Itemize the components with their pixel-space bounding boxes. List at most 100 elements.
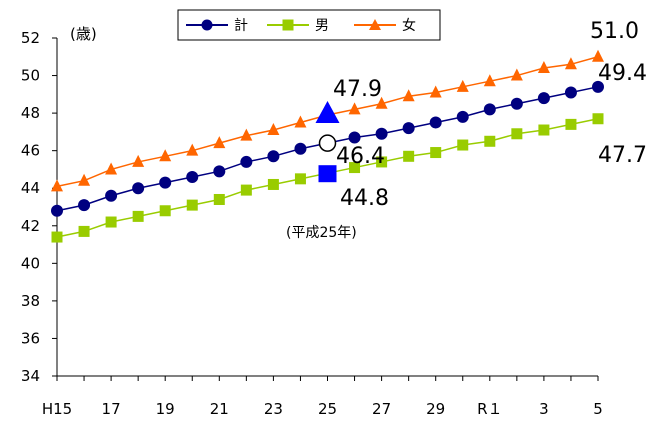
annotation-r5-female: 51.0 <box>590 19 639 44</box>
data-point-male <box>78 225 90 237</box>
data-point-female <box>213 136 226 149</box>
y-tick-label: 46 <box>21 142 40 160</box>
data-point-total <box>51 204 63 217</box>
x-tick-label: 17 <box>102 400 121 418</box>
legend-marker-female <box>369 19 381 30</box>
data-point-total <box>213 165 226 178</box>
data-point-female <box>159 149 172 162</box>
data-point-total <box>78 199 91 212</box>
data-point-female <box>456 79 469 92</box>
legend-label-male: 男 <box>315 18 329 34</box>
y-tick-label: 52 <box>21 29 40 47</box>
data-point-male <box>349 162 361 174</box>
data-point-male <box>240 184 252 196</box>
data-point-male <box>294 173 306 185</box>
data-point-male <box>565 118 577 130</box>
data-point-male <box>213 193 225 205</box>
legend-marker-male <box>282 19 294 31</box>
data-point-male <box>457 139 469 151</box>
legend-label-female: 女 <box>402 17 416 34</box>
data-point-female <box>51 179 63 192</box>
data-point-female <box>348 102 361 115</box>
x-tick-label: H15 <box>42 400 72 418</box>
legend: 計 男 女 <box>177 9 441 41</box>
legend-item-male: 男 <box>267 18 329 34</box>
x-tick-label: 25 <box>318 400 337 418</box>
data-point-total <box>564 86 577 99</box>
y-tick-label: 48 <box>21 104 40 122</box>
data-point-female <box>510 68 523 81</box>
y-tick-label: 42 <box>21 217 40 235</box>
data-point-male <box>511 128 523 140</box>
data-point-male <box>592 113 604 125</box>
data-point-total <box>159 176 172 189</box>
series-male <box>51 113 604 243</box>
data-point-male <box>51 231 63 243</box>
x-tick-label: 21 <box>210 400 229 418</box>
data-point-female <box>105 162 118 175</box>
highlight-point-male <box>318 165 337 183</box>
x-tick-label: 29 <box>426 400 445 418</box>
data-point-female <box>402 89 415 102</box>
data-point-male <box>267 178 279 190</box>
highlight-markers <box>315 100 340 183</box>
data-point-female <box>592 49 604 62</box>
x-axis-ticks: H15 17 19 21 23 25 27 29 R１ 3 5 <box>42 376 603 418</box>
data-point-female <box>564 57 577 70</box>
data-point-total <box>294 142 307 155</box>
data-point-total <box>375 127 388 140</box>
data-point-male <box>430 147 442 159</box>
axes <box>56 38 598 377</box>
data-point-female <box>78 173 91 186</box>
data-point-male <box>132 210 144 222</box>
legend-item-total: 計 <box>186 18 248 34</box>
legend-marker-total <box>201 19 213 31</box>
x-tick-label: 5 <box>593 400 603 418</box>
y-axis-ticks: 34 36 38 40 42 44 46 48 50 52 <box>21 29 57 385</box>
data-point-total <box>483 103 496 116</box>
data-point-male <box>159 205 171 217</box>
x-tick-label: 19 <box>156 400 175 418</box>
annotation-h25-male: 44.8 <box>340 186 389 211</box>
data-point-female <box>294 115 307 128</box>
data-point-male <box>105 216 117 228</box>
highlight-point-total <box>318 134 337 152</box>
data-point-total <box>429 116 442 129</box>
data-point-total <box>267 150 280 163</box>
highlight-point-female <box>315 100 340 123</box>
y-tick-label: 50 <box>21 67 40 85</box>
y-tick-label: 34 <box>21 367 40 385</box>
data-point-female <box>429 85 442 98</box>
y-tick-label: 36 <box>21 329 40 347</box>
data-point-total <box>240 155 253 168</box>
data-point-female <box>267 123 280 136</box>
data-point-total <box>537 92 550 105</box>
x-tick-label: 27 <box>372 400 391 418</box>
y-tick-label: 44 <box>21 179 40 197</box>
data-point-total <box>510 97 523 110</box>
data-point-female <box>240 128 253 141</box>
data-point-female <box>132 154 145 167</box>
annotation-r5-total: 49.4 <box>598 61 647 86</box>
data-point-total <box>402 122 415 135</box>
data-point-male <box>484 135 496 147</box>
data-point-male <box>403 150 415 162</box>
x-tick-label: R１ <box>477 400 502 418</box>
y-tick-label: 40 <box>21 254 40 272</box>
data-point-total <box>456 110 469 123</box>
annotation-h25-note: (平成25年) <box>286 225 357 241</box>
data-point-female <box>537 61 550 74</box>
legend-item-female: 女 <box>354 17 416 34</box>
y-unit-label: (歳) <box>70 25 97 43</box>
data-point-total <box>348 131 361 144</box>
x-tick-label: 3 <box>539 400 549 418</box>
data-point-male <box>538 124 550 136</box>
y-tick-label: 38 <box>21 292 40 310</box>
data-point-total <box>132 182 145 195</box>
data-point-male <box>186 199 198 211</box>
data-point-total <box>105 189 118 202</box>
data-point-female <box>483 74 496 87</box>
x-tick-label: 23 <box>264 400 283 418</box>
data-point-total <box>592 80 604 93</box>
